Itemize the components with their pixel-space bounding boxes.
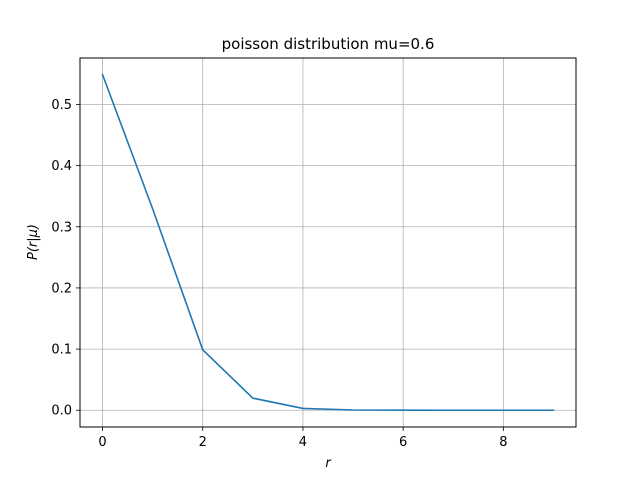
x-tick-label: 6 (399, 435, 407, 450)
series-line (101, 73, 555, 412)
y-tick-label: 0.5 (51, 98, 72, 113)
x-axis-label: r (325, 456, 332, 471)
chart-title: poisson distribution mu=0.6 (222, 35, 435, 53)
x-tick-label: 0 (98, 435, 106, 450)
y-tick-label: 0.0 (51, 404, 72, 419)
x-tick-label: 4 (299, 435, 307, 450)
x-tick-label: 2 (199, 435, 207, 450)
y-axis-label: P(r|μ) (26, 224, 41, 260)
plot-frame (79, 57, 577, 428)
y-tick-label: 0.3 (51, 220, 72, 235)
y-tick-label: 0.1 (51, 343, 72, 358)
x-tick-label: 8 (499, 435, 507, 450)
grid (80, 58, 576, 427)
y-tick-label: 0.4 (51, 159, 72, 174)
y-tick-label: 0.2 (51, 281, 72, 296)
ticks: 0 2 4 6 8 0.0 0.1 0.2 0.3 0.4 0.5 (51, 98, 507, 450)
series-layer (101, 73, 555, 412)
